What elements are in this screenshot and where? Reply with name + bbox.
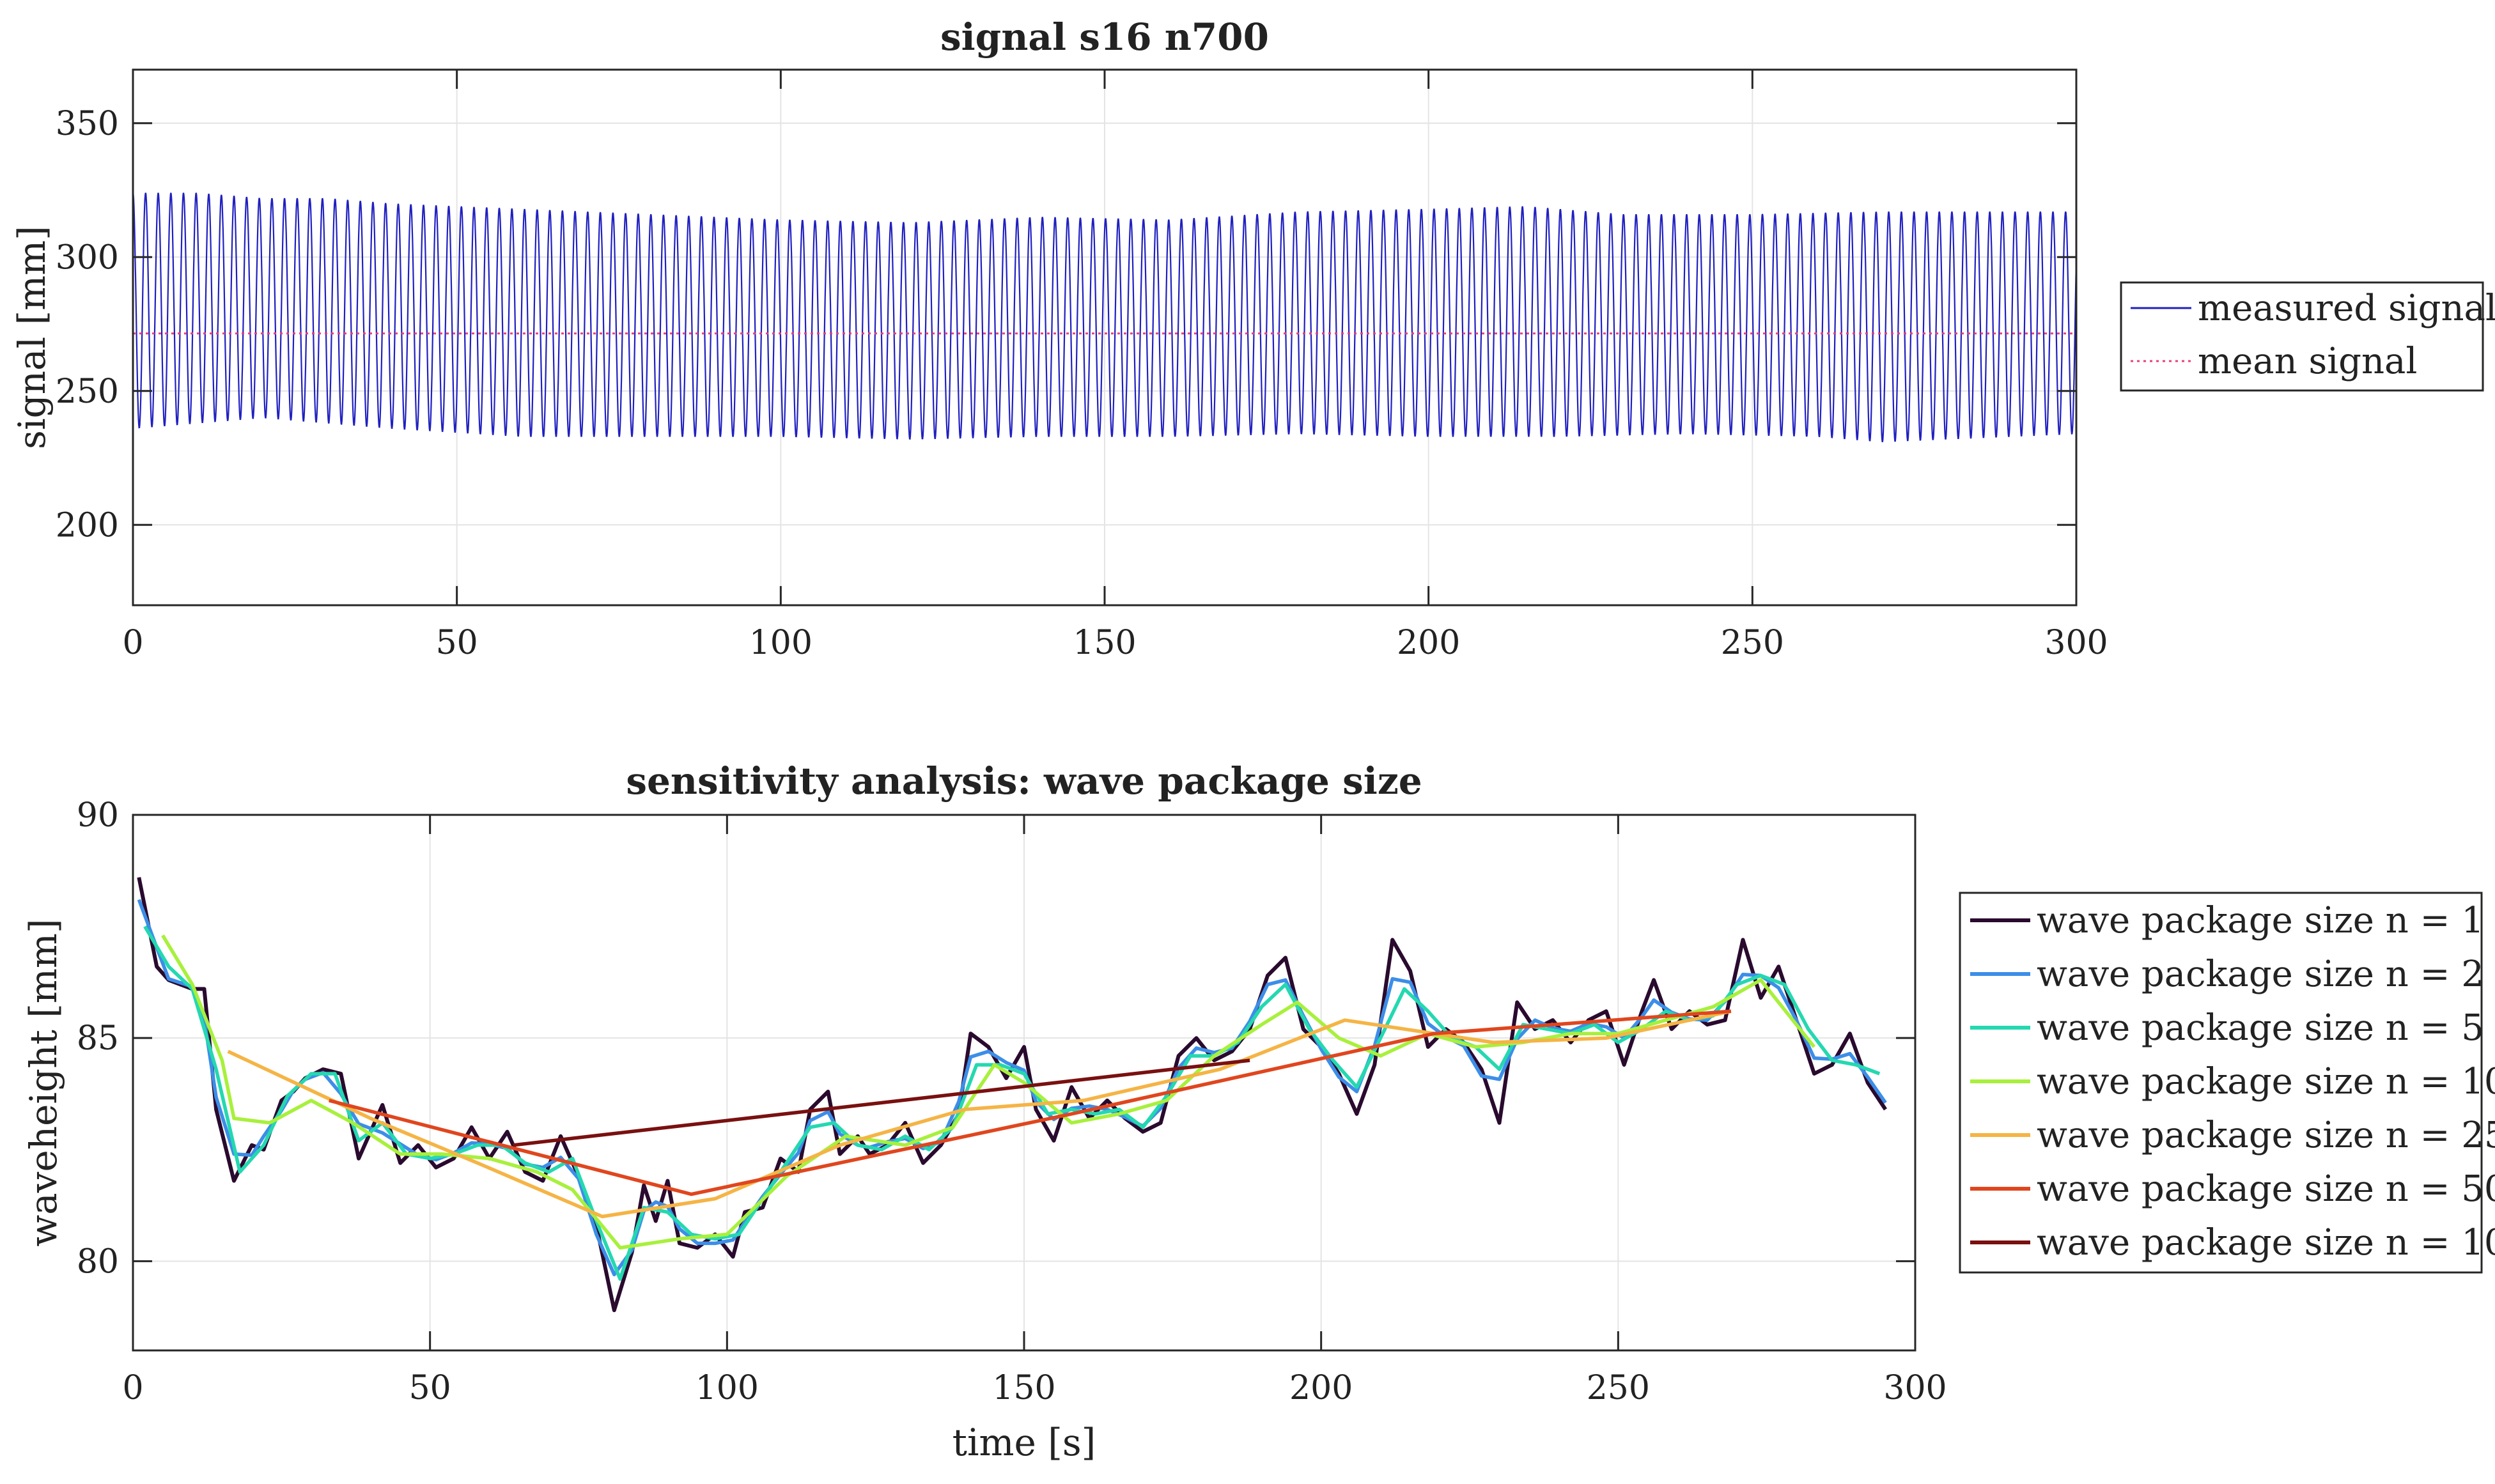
y-tick-label: 250 bbox=[56, 373, 119, 411]
x-tick-label: 0 bbox=[122, 1369, 143, 1407]
legend-entry-series-n-50: wave package size n = 50 bbox=[2037, 1168, 2495, 1210]
series-n-50 bbox=[329, 1009, 1732, 1196]
legend-entry-series-n-2: wave package size n = 2 bbox=[2037, 954, 2484, 995]
x-tick-label: 50 bbox=[436, 624, 478, 662]
x-tick-label: 0 bbox=[122, 624, 143, 662]
x-axis-label: time [s] bbox=[952, 1421, 1096, 1464]
y-tick-label: 90 bbox=[77, 796, 119, 835]
x-tick-label: 300 bbox=[1883, 1369, 1947, 1407]
tick-layer: 0 50 100 150 200 250 300 200 250 300 350 bbox=[56, 70, 2108, 662]
x-tick-label: 100 bbox=[696, 1369, 759, 1407]
y-tick-label: 200 bbox=[56, 506, 119, 545]
legend-entry-series-n-25: wave package size n = 25 bbox=[2037, 1115, 2495, 1156]
x-tick-label: 200 bbox=[1289, 1369, 1353, 1407]
tick-layer: 0 50 100 150 200 250 300 80 85 90 bbox=[77, 796, 1947, 1407]
y-axis-label: waveheight [mm] bbox=[22, 918, 65, 1246]
data-layer bbox=[137, 877, 1887, 1313]
y-tick-label: 350 bbox=[56, 105, 119, 143]
y-tick-label: 80 bbox=[77, 1242, 119, 1281]
legend-entry-series-n-1: wave package size n = 1 bbox=[2037, 900, 2484, 941]
data-layer bbox=[132, 192, 2078, 442]
x-tick-label: 150 bbox=[992, 1369, 1055, 1407]
legend-entry-series-n-100: wave package size n = 100 bbox=[2037, 1222, 2495, 1264]
x-tick-label: 100 bbox=[749, 624, 812, 662]
legend-entry-series-n-10: wave package size n = 10 bbox=[2037, 1061, 2495, 1102]
series-n-25 bbox=[227, 1009, 1732, 1219]
y-tick-label: 300 bbox=[56, 238, 119, 277]
legend-box bbox=[1959, 892, 2483, 1274]
series-measured-signal bbox=[132, 192, 2078, 442]
legend-entry-mean: mean signal bbox=[2198, 341, 2417, 382]
legend-entry-measured: measured signal bbox=[2198, 288, 2495, 329]
y-tick-label: 85 bbox=[77, 1019, 119, 1058]
chart-title: signal s16 n700 bbox=[940, 15, 1269, 59]
y-axis-label: signal [mm] bbox=[10, 226, 54, 449]
signal-chart: 0 50 100 150 200 250 300 200 250 300 350 signal s1… bbox=[10, 15, 2495, 662]
x-tick-label: 250 bbox=[1721, 624, 1784, 662]
x-tick-label: 200 bbox=[1397, 624, 1460, 662]
legend: wave package size n = 1 wave package size… bbox=[1959, 892, 2495, 1274]
legend-entry-series-n-5: wave package size n = 5 bbox=[2037, 1007, 2484, 1049]
x-tick-label: 150 bbox=[1073, 624, 1136, 662]
legend-entries: wave package size n = 1 wave package size… bbox=[1970, 900, 2495, 1264]
x-tick-label: 300 bbox=[2044, 624, 2108, 662]
sensitivity-chart: 0 50 100 150 200 250 300 80 85 90 sensitivity ana… bbox=[22, 759, 2495, 1464]
series-n-100 bbox=[513, 1058, 1250, 1147]
chart-title: sensitivity analysis: wave package size bbox=[626, 759, 1422, 803]
x-tick-label: 250 bbox=[1587, 1369, 1650, 1407]
legend-box bbox=[2120, 281, 2484, 392]
series-n-5 bbox=[143, 925, 1881, 1281]
legend: measured signal mean signal bbox=[2120, 281, 2495, 392]
x-tick-label: 50 bbox=[409, 1369, 451, 1407]
